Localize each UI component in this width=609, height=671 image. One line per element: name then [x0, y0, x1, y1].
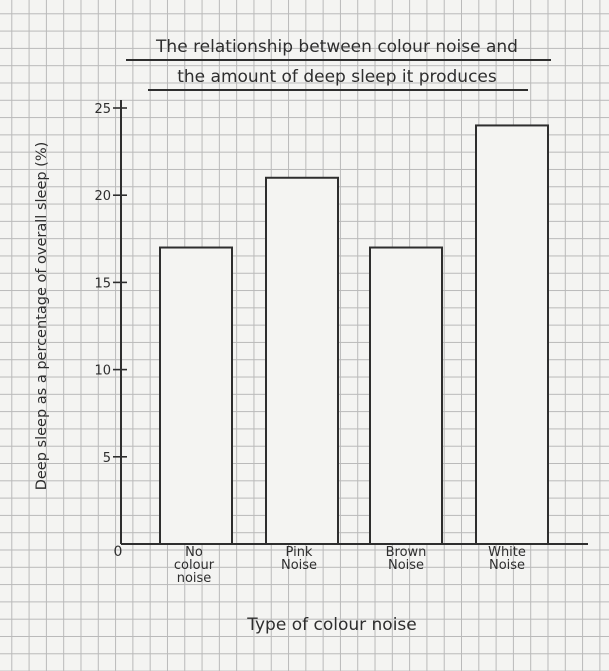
chart-title: The relationship between colour noise an… [126, 37, 551, 91]
x-tick-label-line: Pink [286, 545, 313, 560]
y-tick-label: 25 [94, 102, 111, 117]
x-tick-label: Brown Noise [386, 545, 427, 573]
x-tick-label-line: Noise [489, 558, 525, 573]
x-axis-label: Type of colour noise [246, 615, 417, 635]
bars [159, 124, 549, 546]
x-tick-label-line: Noise [388, 558, 424, 573]
y-tick-label: 0 [114, 544, 123, 560]
x-tick-label-line: colour [174, 558, 215, 573]
x-tick-label-line: White [488, 545, 526, 560]
y-ticks: 0 5 10 15 20 25 [94, 102, 127, 560]
x-tick-label-line: Brown [386, 545, 427, 560]
bar [369, 246, 443, 546]
y-tick-label: 20 [94, 189, 111, 204]
x-tick-label: White Noise [488, 545, 526, 573]
bar [475, 124, 549, 545]
x-tick-label: No colour noise [174, 545, 215, 586]
x-tick-label: Pink Noise [281, 545, 317, 573]
x-tick-label-line: noise [177, 571, 212, 586]
y-tick-label: 5 [103, 451, 111, 466]
x-tick-label-line: No [185, 545, 203, 560]
chart-title-line: the amount of deep sleep it produces [177, 67, 497, 87]
bar [159, 246, 233, 546]
chart-title-line: The relationship between colour noise an… [155, 37, 518, 57]
y-tick-label: 15 [94, 276, 111, 291]
y-tick-label: 10 [94, 364, 111, 379]
y-axis-label: Deep sleep as a percentage of overall sl… [34, 142, 50, 491]
x-tick-label-line: Noise [281, 558, 317, 573]
bar [265, 176, 339, 545]
